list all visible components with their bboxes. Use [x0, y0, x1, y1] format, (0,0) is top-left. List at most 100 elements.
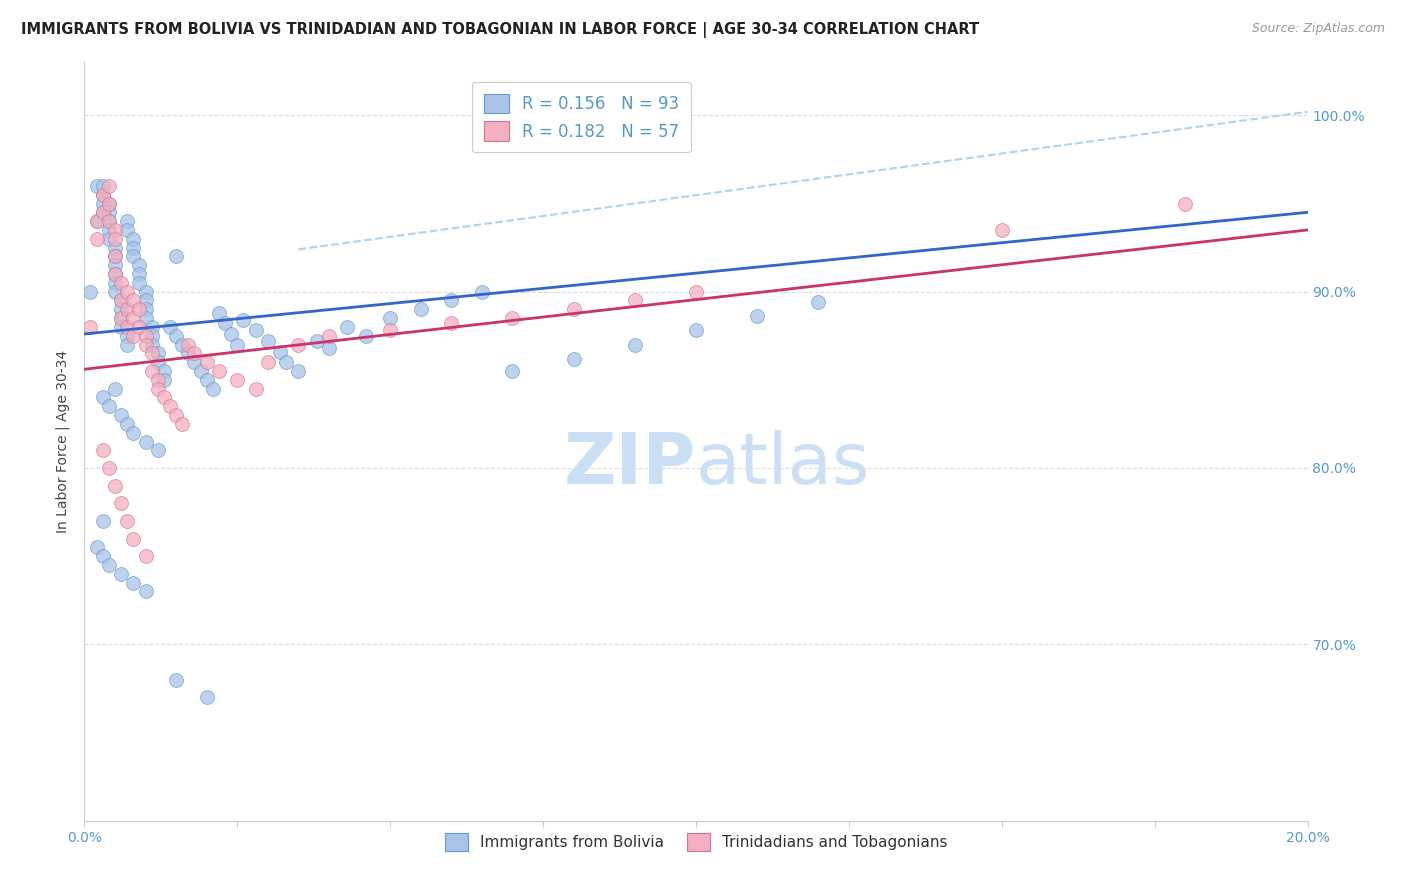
Point [115, 320, 138, 334]
Point [110, 293, 132, 308]
Point [257, 355, 280, 369]
Point [110, 496, 132, 510]
Point [97, 196, 120, 211]
Point [135, 328, 157, 343]
Point [153, 373, 176, 387]
Point [153, 391, 176, 405]
Point [502, 311, 524, 326]
Point [91, 196, 114, 211]
Point [807, 295, 830, 310]
Text: ZIP: ZIP [564, 430, 696, 499]
Text: atlas: atlas [696, 430, 870, 499]
Legend: Immigrants from Bolivia, Trinidadians and Tobagonians: Immigrants from Bolivia, Trinidadians an… [437, 826, 955, 858]
Point [440, 293, 463, 308]
Point [380, 323, 402, 337]
Point [146, 382, 169, 396]
Y-axis label: In Labor Force | Age 30-34: In Labor Force | Age 30-34 [56, 350, 70, 533]
Point [104, 258, 127, 272]
Point [562, 351, 585, 366]
Point [86, 214, 108, 228]
Point [91, 391, 114, 405]
Point [91, 514, 114, 528]
Point [91, 205, 114, 219]
Point [104, 267, 127, 281]
Point [135, 285, 157, 299]
Point [104, 285, 127, 299]
Point [104, 478, 127, 492]
Point [183, 355, 205, 369]
Text: IMMIGRANTS FROM BOLIVIA VS TRINIDADIAN AND TOBAGONIAN IN LABOR FORCE | AGE 30-34: IMMIGRANTS FROM BOLIVIA VS TRINIDADIAN A… [21, 22, 979, 38]
Point [104, 223, 127, 237]
Point [110, 311, 132, 326]
Point [172, 417, 194, 431]
Point [110, 408, 132, 422]
Point [685, 323, 707, 337]
Point [110, 276, 132, 290]
Point [91, 549, 114, 563]
Point [97, 399, 120, 413]
Text: Source: ZipAtlas.com: Source: ZipAtlas.com [1251, 22, 1385, 36]
Point [122, 232, 145, 246]
Point [1174, 196, 1197, 211]
Point [172, 337, 194, 351]
Point [97, 196, 120, 211]
Point [440, 317, 463, 331]
Point [153, 364, 176, 378]
Point [110, 320, 132, 334]
Point [110, 566, 132, 581]
Point [104, 267, 127, 281]
Point [97, 223, 120, 237]
Point [91, 205, 114, 219]
Point [135, 549, 157, 563]
Point [502, 364, 524, 378]
Point [146, 355, 169, 369]
Point [685, 285, 707, 299]
Point [104, 232, 127, 246]
Point [128, 302, 150, 317]
Point [214, 317, 236, 331]
Point [128, 276, 150, 290]
Point [135, 584, 157, 599]
Point [97, 232, 120, 246]
Point [135, 337, 157, 351]
Point [195, 373, 218, 387]
Point [257, 334, 280, 348]
Point [201, 382, 224, 396]
Point [122, 328, 145, 343]
Point [226, 337, 249, 351]
Point [110, 293, 132, 308]
Point [97, 558, 120, 572]
Point [97, 178, 120, 193]
Point [276, 355, 298, 369]
Point [141, 337, 163, 351]
Point [318, 341, 340, 355]
Point [183, 346, 205, 360]
Point [115, 417, 138, 431]
Point [208, 306, 231, 320]
Point [141, 364, 163, 378]
Point [97, 205, 120, 219]
Point [122, 575, 145, 590]
Point [165, 328, 187, 343]
Point [165, 408, 187, 422]
Point [354, 328, 377, 343]
Point [122, 425, 145, 440]
Point [104, 249, 127, 263]
Point [91, 187, 114, 202]
Point [269, 344, 291, 359]
Point [97, 214, 120, 228]
Point [122, 249, 145, 263]
Point [305, 334, 328, 348]
Point [91, 443, 114, 458]
Point [86, 214, 108, 228]
Point [219, 326, 242, 341]
Point [135, 434, 157, 449]
Point [86, 178, 108, 193]
Point [177, 346, 200, 360]
Point [471, 285, 494, 299]
Point [562, 302, 585, 317]
Point [409, 302, 432, 317]
Point [135, 302, 157, 317]
Point [195, 355, 218, 369]
Point [747, 310, 769, 324]
